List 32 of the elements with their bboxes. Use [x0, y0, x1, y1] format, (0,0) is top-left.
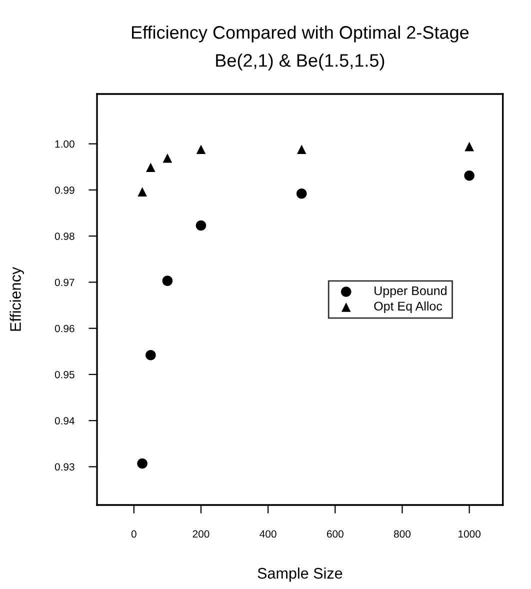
y-tick-label: 0.94	[54, 417, 74, 424]
point	[296, 188, 307, 199]
x-tick-label: 1000	[458, 530, 480, 538]
legend-label: Upper Bound	[374, 286, 446, 298]
point	[196, 220, 206, 231]
point	[138, 187, 147, 196]
y-tick-label: 0.95	[54, 370, 74, 378]
y-tick-label: 0.96	[54, 324, 74, 332]
legend-label: Opt Eq Alloc	[374, 301, 442, 314]
point	[162, 276, 173, 286]
point	[146, 350, 156, 360]
chart-subtitle: Be(2,1) & Be(1.5,1.5)	[216, 54, 384, 70]
x-tick-label: 600	[326, 530, 344, 538]
point	[137, 458, 148, 469]
chart-title: Efficiency Compared with Optimal 2-Stage	[132, 26, 469, 42]
y-tick-label: 0.98	[54, 232, 74, 240]
x-tick-label: 800	[394, 530, 411, 538]
x-axis-title: Sample Size	[258, 567, 342, 582]
y-tick-label: 0.97	[54, 278, 74, 286]
x-tick-label: 400	[260, 530, 276, 538]
y-tick-label: 0.93	[54, 463, 74, 471]
x-tick-label: 200	[192, 530, 210, 538]
point	[196, 144, 206, 154]
x-tick-label: 0	[131, 530, 136, 538]
point	[296, 144, 306, 154]
point	[464, 142, 474, 152]
y-tick-label: 0.99	[54, 186, 74, 194]
y-tick-label: 1.00	[55, 140, 74, 148]
point	[464, 170, 474, 181]
y-axis-title: Efficiency	[10, 266, 24, 331]
point	[162, 153, 172, 163]
point	[146, 162, 156, 172]
